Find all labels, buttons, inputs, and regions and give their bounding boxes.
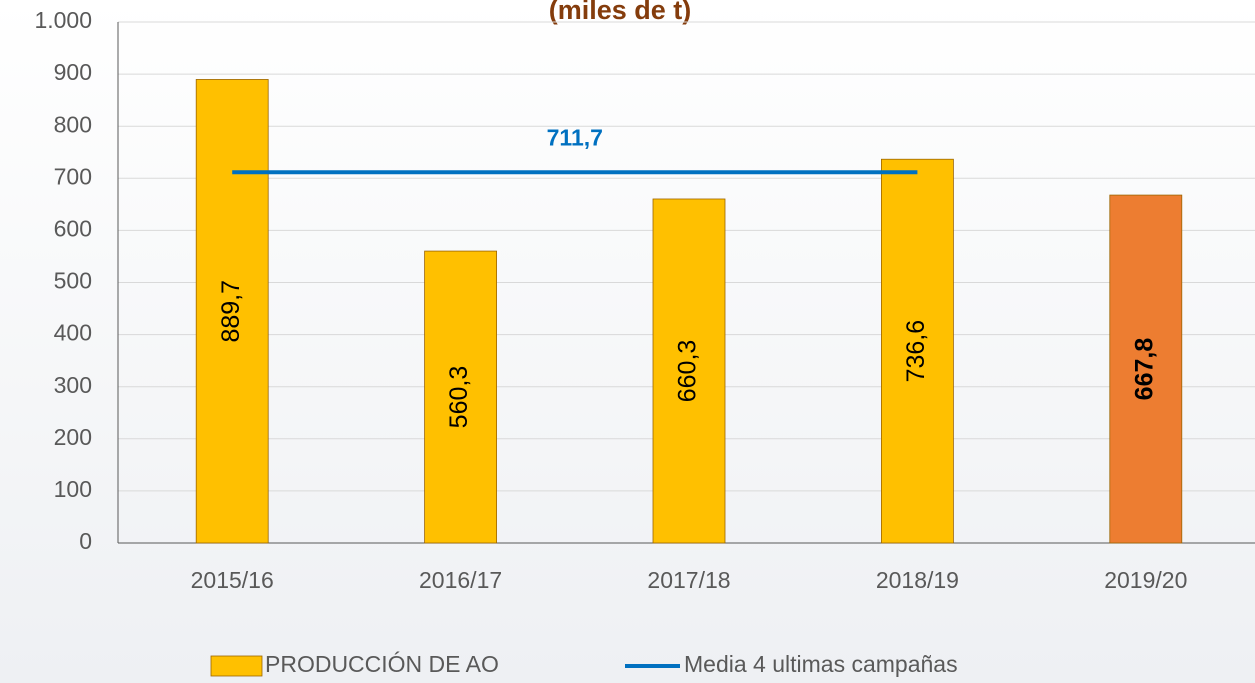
y-tick-label: 500 (54, 268, 92, 294)
y-tick-label: 800 (54, 111, 92, 137)
data-label: 889,7 (217, 280, 245, 343)
x-tick-label: 2015/16 (191, 567, 274, 593)
y-tick-label: 300 (54, 372, 92, 398)
y-tick-label: 0 (79, 528, 92, 554)
y-tick-label: 200 (54, 424, 92, 450)
data-label: 736,6 (902, 320, 930, 383)
bar (652, 198, 726, 544)
data-label: 667,8 (1130, 338, 1158, 401)
bar (881, 158, 954, 544)
legend-label: PRODUCCIÓN DE AO (265, 651, 499, 677)
line-label: 711,7 (547, 124, 603, 150)
data-label: 660,3 (674, 340, 702, 403)
y-tick-label: 600 (54, 215, 92, 241)
legend-label: Media 4 ultimas campañas (684, 651, 958, 677)
chart-title: (miles de t) (549, 0, 692, 25)
legend-swatch (210, 655, 263, 677)
y-tick-label: 100 (54, 476, 92, 502)
y-tick-label: 900 (54, 59, 92, 85)
y-tick-label: 700 (54, 163, 92, 189)
x-tick-label: 2018/19 (876, 567, 959, 593)
bar (424, 250, 498, 544)
bar (195, 79, 269, 544)
y-tick-label: 400 (54, 320, 92, 346)
x-tick-label: 2017/18 (647, 567, 730, 593)
y-tick-label: 1.000 (34, 7, 92, 33)
x-tick-label: 2016/17 (419, 567, 502, 593)
x-tick-label: 2019/20 (1104, 567, 1187, 593)
bar (1109, 194, 1183, 544)
data-label: 560,3 (445, 366, 473, 429)
